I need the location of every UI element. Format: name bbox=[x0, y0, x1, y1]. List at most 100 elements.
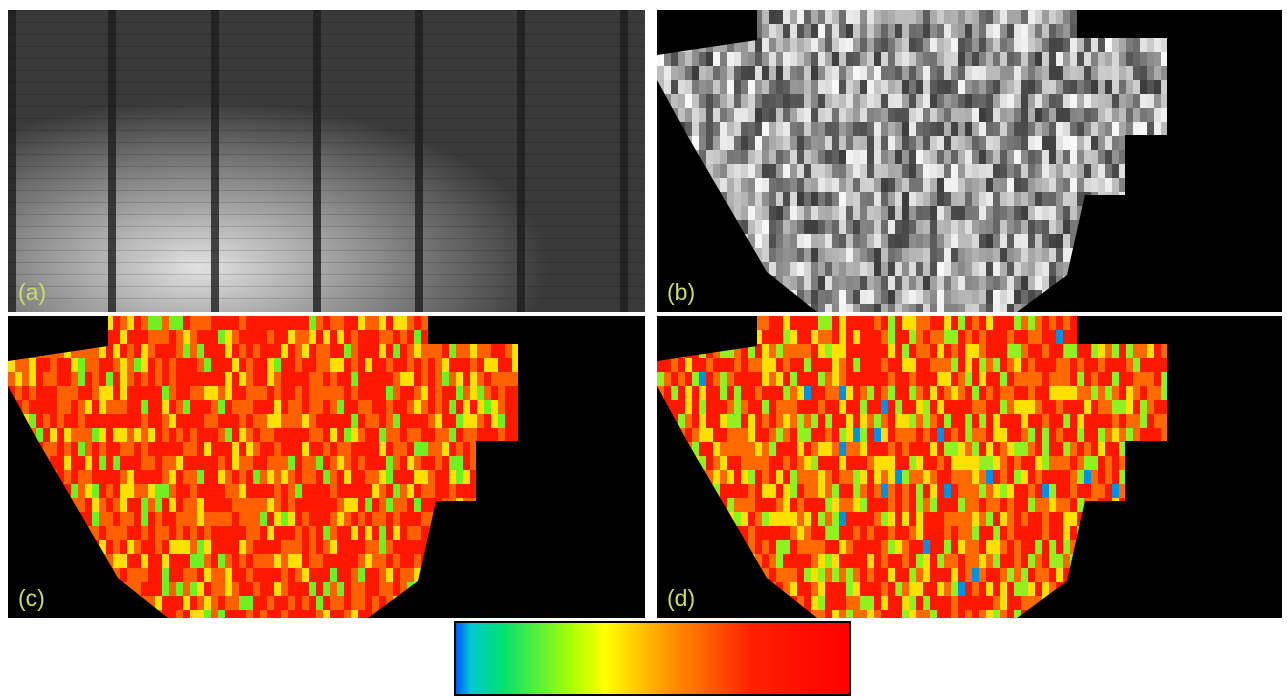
image-cell bbox=[986, 610, 993, 624]
image-cell bbox=[825, 178, 832, 192]
image-cell bbox=[853, 358, 860, 372]
image-cell bbox=[797, 498, 804, 512]
image-cell bbox=[421, 470, 428, 484]
image-cell bbox=[1056, 470, 1063, 484]
image-cell bbox=[937, 262, 944, 276]
image-cell bbox=[358, 372, 365, 386]
image-cell bbox=[804, 262, 811, 276]
image-cell bbox=[351, 358, 358, 372]
image-cell bbox=[860, 164, 867, 178]
image-cell bbox=[832, 248, 839, 262]
image-cell bbox=[211, 596, 218, 610]
image-cell bbox=[720, 52, 727, 66]
image-cell bbox=[92, 414, 99, 428]
image-cell bbox=[407, 358, 414, 372]
image-cell bbox=[846, 372, 853, 386]
image-cell bbox=[176, 316, 183, 330]
image-cell bbox=[741, 52, 748, 66]
image-cell bbox=[1119, 414, 1126, 428]
image-cell bbox=[860, 456, 867, 470]
image-cell bbox=[825, 80, 832, 94]
image-cell bbox=[853, 610, 860, 624]
image-cell bbox=[776, 526, 783, 540]
image-cell bbox=[36, 386, 43, 400]
image-cell bbox=[888, 400, 895, 414]
image-cell bbox=[972, 582, 979, 596]
image-cell bbox=[720, 164, 727, 178]
image-cell bbox=[965, 582, 972, 596]
image-cell bbox=[43, 428, 50, 442]
image-cell bbox=[253, 400, 260, 414]
image-cell bbox=[99, 456, 106, 470]
image-cell bbox=[169, 484, 176, 498]
image-cell bbox=[1035, 262, 1042, 276]
image-cell bbox=[692, 372, 699, 386]
image-cell bbox=[930, 24, 937, 38]
image-cell bbox=[811, 136, 818, 150]
image-cell bbox=[1035, 206, 1042, 220]
image-cell bbox=[225, 512, 232, 526]
image-cell bbox=[895, 94, 902, 108]
image-cell bbox=[1021, 80, 1028, 94]
image-cell bbox=[442, 470, 449, 484]
image-cell bbox=[993, 136, 1000, 150]
image-cell bbox=[1042, 484, 1049, 498]
image-cell bbox=[832, 568, 839, 582]
image-cell bbox=[811, 24, 818, 38]
image-cell bbox=[1070, 414, 1077, 428]
image-cell bbox=[979, 582, 986, 596]
image-cell bbox=[769, 94, 776, 108]
image-cell bbox=[783, 442, 790, 456]
image-cell bbox=[818, 582, 825, 596]
image-cell bbox=[979, 178, 986, 192]
image-cell bbox=[197, 540, 204, 554]
image-cell bbox=[804, 512, 811, 526]
image-cell bbox=[769, 38, 776, 52]
image-cell bbox=[1035, 192, 1042, 206]
image-cell bbox=[232, 414, 239, 428]
image-cell bbox=[372, 414, 379, 428]
image-cell bbox=[260, 610, 267, 624]
image-cell bbox=[1112, 178, 1119, 192]
image-cell bbox=[888, 52, 895, 66]
image-cell bbox=[1028, 10, 1035, 24]
image-cell bbox=[246, 414, 253, 428]
image-cell bbox=[407, 484, 414, 498]
image-cell bbox=[713, 428, 720, 442]
image-cell bbox=[435, 358, 442, 372]
image-cell bbox=[902, 206, 909, 220]
band-separator bbox=[620, 10, 628, 312]
image-cell bbox=[1077, 400, 1084, 414]
image-cell bbox=[888, 262, 895, 276]
image-cell bbox=[393, 316, 400, 330]
image-cell bbox=[421, 344, 428, 358]
image-cell bbox=[979, 52, 986, 66]
image-cell bbox=[204, 428, 211, 442]
image-cell bbox=[155, 400, 162, 414]
image-cell bbox=[727, 80, 734, 94]
image-cell bbox=[134, 414, 141, 428]
image-cell bbox=[783, 52, 790, 66]
image-cell bbox=[260, 582, 267, 596]
image-cell bbox=[839, 484, 846, 498]
image-cell bbox=[944, 10, 951, 24]
image-cell bbox=[106, 526, 113, 540]
image-cell bbox=[762, 108, 769, 122]
image-cell bbox=[1021, 178, 1028, 192]
image-cell bbox=[162, 316, 169, 330]
image-cell bbox=[316, 582, 323, 596]
image-cell bbox=[113, 498, 120, 512]
image-cell bbox=[1105, 164, 1112, 178]
image-cell bbox=[1119, 442, 1126, 456]
image-cell bbox=[246, 610, 253, 624]
image-cell bbox=[148, 526, 155, 540]
image-cell bbox=[930, 122, 937, 136]
image-cell bbox=[958, 10, 965, 24]
image-cell bbox=[1035, 344, 1042, 358]
image-cell bbox=[316, 498, 323, 512]
image-cell bbox=[804, 470, 811, 484]
image-cell bbox=[832, 94, 839, 108]
image-cell bbox=[818, 484, 825, 498]
image-cell bbox=[162, 372, 169, 386]
image-cell bbox=[930, 304, 937, 318]
